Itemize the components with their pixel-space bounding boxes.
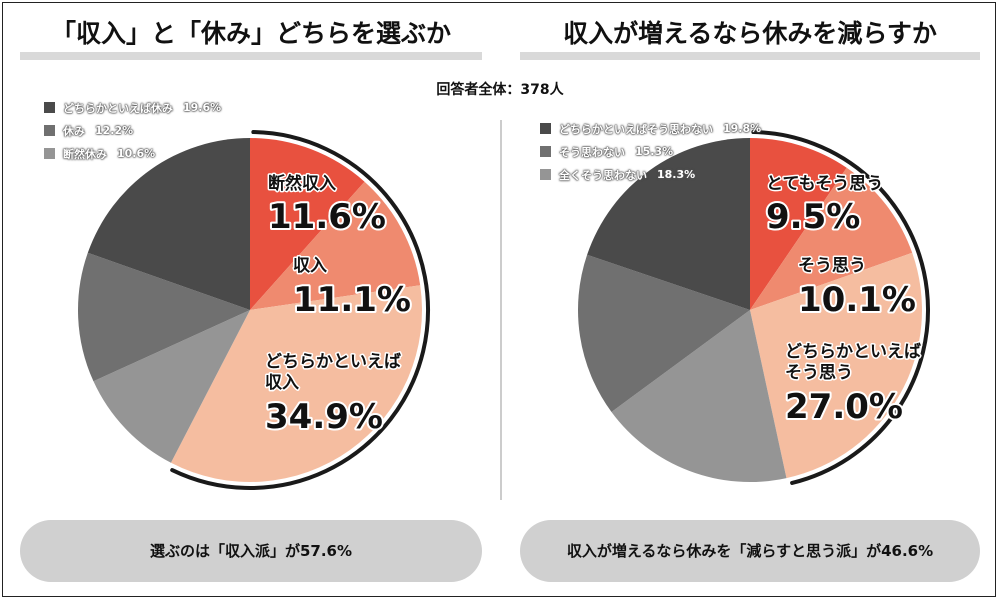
right-slice-label-1-line-0: そう思う (798, 256, 866, 276)
left-legend-label-0: どちらかといえば休み (63, 101, 173, 115)
left-legend-label-2: 断然休み (63, 147, 107, 161)
left-legend-swatch-2 (44, 148, 55, 159)
left-slice-label-2-line-1: 収入 (265, 373, 299, 393)
left-legend-swatch-0 (44, 102, 55, 113)
left-slice-label-0-line-0: 断然収入 (268, 173, 336, 194)
right-pie-slice-3 (611, 310, 787, 483)
right-legend-item-2: 全くそう思わない 18.3% (540, 163, 761, 186)
left-legend-item-1: 休み 12.2% (44, 119, 221, 142)
left-legend-value-2: 10.6% (117, 147, 156, 160)
right-slice-value-0: 9.5% (766, 197, 860, 237)
left-slice-value-1: 11.1% (293, 280, 411, 320)
right-legend-label-0: どちらかといえばそう思わない (559, 122, 713, 136)
right-pie-slice-1 (750, 167, 913, 310)
right-legend-value-2: 18.3% (657, 168, 696, 181)
right-legend-swatch-2 (540, 169, 551, 180)
right-slice-value-2: 27.0% (785, 387, 903, 427)
right-legend-value-1: 15.3% (635, 145, 674, 158)
right-pie-slice-2 (750, 252, 922, 479)
left-pie-slice-2 (170, 285, 423, 483)
left-slice-label-1-line-0: 収入 (293, 256, 327, 276)
right-legend-label-2: 全くそう思わない (559, 168, 647, 182)
left-legend-label-1: 休み (63, 124, 85, 138)
left-legend: どちらかといえば休み 19.6% 休み 12.2% 断然休み 10.6% (44, 96, 221, 165)
left-slice-value-2: 34.9% (265, 397, 383, 437)
right-slice-label-2-line-1: そう思う (785, 363, 853, 383)
left-pie-slice-5 (87, 138, 250, 310)
left-chart-title: 「収入」と「休み」どちらを選ぶか (20, 14, 482, 60)
right-slice-label-2-line-0: どちらかといえば (785, 342, 921, 362)
left-pie-slice-1 (250, 181, 421, 310)
left-summary-banner: 選ぶのは「収入派」が57.6% (20, 520, 482, 582)
left-slice-value-0: 11.6% (268, 197, 386, 237)
right-pie-slice-5 (587, 138, 750, 310)
left-legend-value-1: 12.2% (95, 124, 134, 137)
right-legend-label-1: そう思わない (559, 145, 625, 159)
left-highlight-arc (170, 130, 430, 490)
right-legend-item-0: どちらかといえばそう思わない 19.8% (540, 117, 761, 140)
right-pie-slice-0 (750, 138, 847, 310)
right-chart-title: 収入が増えるなら休みを減らすか (520, 14, 980, 60)
left-slice-label-2-line-0: どちらかといえば (265, 352, 401, 372)
right-legend-item-1: そう思わない 15.3% (540, 140, 761, 163)
respondent-total: 回答者全体：378人 (436, 82, 564, 98)
right-pie-slice-4 (578, 254, 750, 412)
left-pie-slice-4 (78, 252, 251, 382)
right-summary-banner: 収入が増えるなら休みを「減らすと思う派」が46.6% (520, 520, 980, 582)
right-slice-label-0-line-0: とてもそう思う (766, 174, 883, 194)
left-legend-item-2: 断然休み 10.6% (44, 142, 221, 165)
left-legend-value-0: 19.6% (183, 101, 222, 114)
right-slice-value-1: 10.1% (798, 280, 916, 320)
left-pie-slice-3 (93, 310, 251, 463)
right-legend: どちらかといえばそう思わない 19.8% そう思わない 15.3% 全くそう思わない 18… (540, 117, 761, 186)
left-legend-item-0: どちらかといえば休み 19.6% (44, 96, 221, 119)
right-highlight-arc (751, 130, 930, 485)
right-legend-swatch-1 (540, 146, 551, 157)
right-legend-swatch-0 (540, 123, 551, 134)
left-legend-swatch-1 (44, 125, 55, 136)
right-legend-value-0: 19.8% (723, 122, 762, 135)
left-pie-slice-0 (250, 138, 365, 310)
center-divider (500, 120, 502, 500)
